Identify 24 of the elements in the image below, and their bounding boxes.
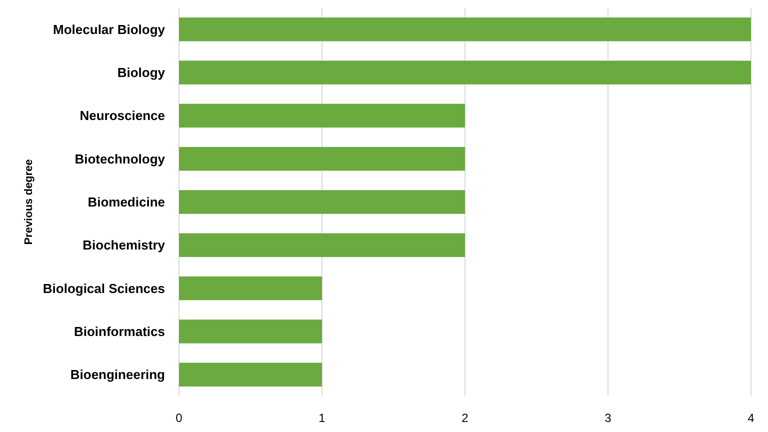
x-tick-label: 2 — [462, 411, 469, 425]
x-tick-label: 1 — [318, 411, 326, 425]
y-tick-label: Biotechnology — [74, 151, 166, 166]
bar — [179, 146, 465, 171]
y-axis-title: Previous degree — [23, 159, 35, 245]
y-tick-label: Neuroscience — [80, 108, 165, 124]
bar — [179, 233, 465, 258]
x-tick-label: 3 — [604, 411, 612, 425]
y-tick-label: Biomedicine — [88, 194, 165, 210]
x-tick-label: 0 — [176, 411, 183, 425]
y-tick-label: Biology — [117, 65, 166, 80]
bar — [179, 104, 465, 128]
x-tick-label: 4 — [748, 411, 755, 425]
y-tick-label: Bioinformatics — [74, 324, 165, 340]
bar — [179, 320, 322, 344]
y-tick-label: Biological Sciences — [42, 280, 165, 296]
y-tick-label: Biochemistry — [82, 238, 166, 253]
y-tick-label: Bioengineering — [70, 367, 166, 382]
y-tick-label: Molecular Biology — [53, 22, 166, 37]
bar — [179, 276, 322, 300]
bar — [179, 190, 465, 214]
bar — [179, 17, 751, 42]
bar — [179, 60, 751, 84]
bar — [179, 362, 322, 387]
